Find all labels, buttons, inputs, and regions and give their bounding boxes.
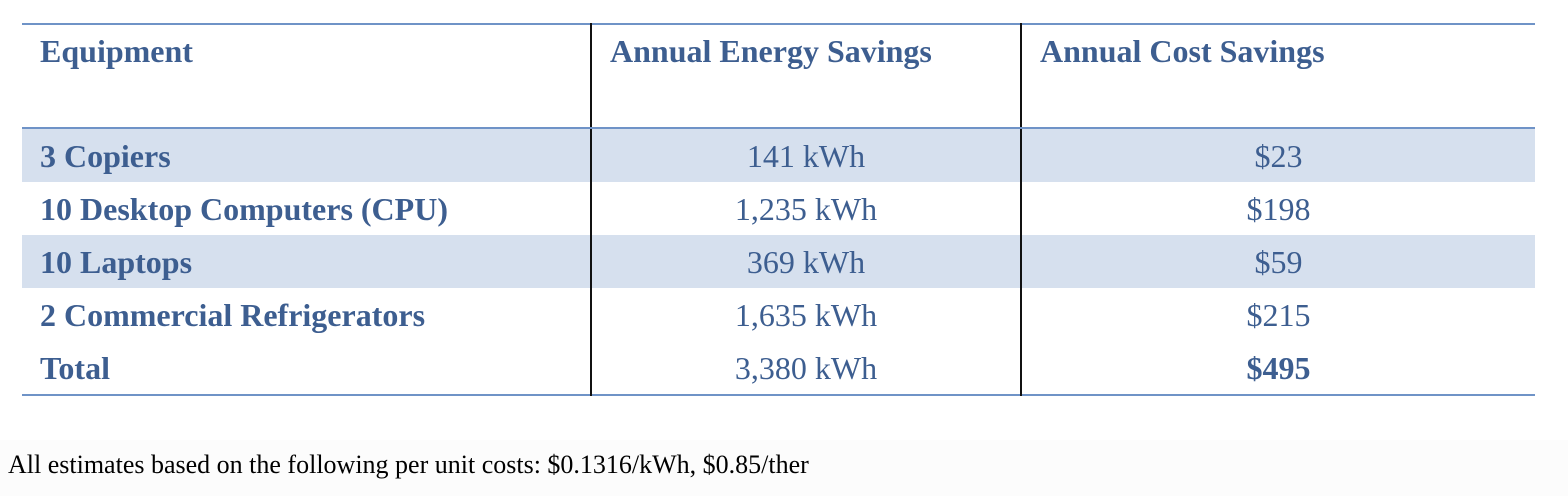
header-cost: Annual Cost Savings (1021, 24, 1535, 129)
cost-cell: $215 (1246, 296, 1311, 333)
cost-cell: $198 (1246, 190, 1311, 227)
header-equipment: Equipment (22, 24, 592, 129)
total-label: Total (22, 341, 592, 395)
savings-table: Equipment Annual Energy Savings Annual C… (22, 23, 1535, 396)
table-row: 10 Desktop Computers (CPU) 1,235 kWh $19… (22, 182, 1535, 235)
energy-cell: 141 kWh (591, 128, 1022, 182)
cost-cell: $59 (1021, 235, 1535, 288)
total-energy: 3,380 kWh (591, 341, 1022, 395)
header-row: Equipment Annual Energy Savings Annual C… (22, 24, 1535, 129)
cost-cell: $23 (1021, 128, 1535, 182)
equipment-cell: 3 Copiers (22, 128, 592, 182)
energy-cell: 1,635 kWh (591, 288, 1022, 341)
total-row: Total 3,380 kWh $495 (22, 341, 1535, 395)
total-cost: $495 (1246, 349, 1311, 386)
table-row: 2 Commercial Refrigerators 1,635 kWh $21… (22, 288, 1535, 341)
equipment-cell: 10 Laptops (22, 235, 592, 288)
energy-cell: 369 kWh (591, 235, 1022, 288)
equipment-cell: 2 Commercial Refrigerators (22, 288, 592, 341)
table-row: 3 Copiers 141 kWh $23 (22, 128, 1535, 182)
footer-background (0, 440, 1568, 496)
table-row: 10 Laptops 369 kWh $59 (22, 235, 1535, 288)
footnote: All estimates based on the following per… (8, 450, 809, 479)
header-energy: Annual Energy Savings (591, 24, 1022, 129)
equipment-cell: 10 Desktop Computers (CPU) (22, 182, 592, 235)
energy-cell: 1,235 kWh (591, 182, 1022, 235)
